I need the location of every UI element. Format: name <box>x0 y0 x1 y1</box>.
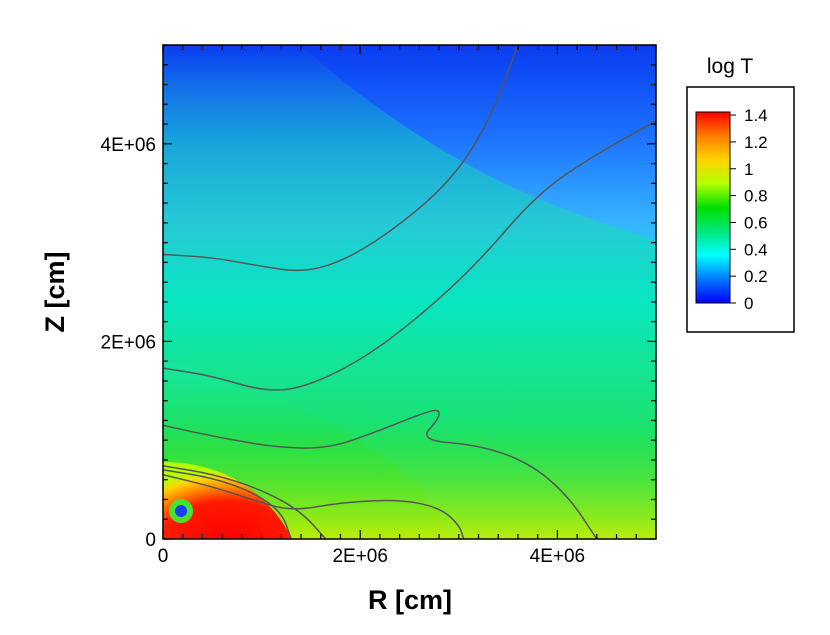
colorbar-ticks <box>730 114 736 304</box>
y-tick-label: 0 <box>145 530 156 551</box>
contour-line <box>163 409 598 539</box>
colorbar-label: 0.2 <box>744 267 768 286</box>
x-tick-label: 4E+06 <box>530 546 585 567</box>
plot-area <box>163 45 656 539</box>
colorbar-label: 1 <box>744 160 753 179</box>
contour-line <box>163 469 292 539</box>
y-tick-label: 4E+06 <box>101 135 156 156</box>
contour-line <box>163 120 656 391</box>
colorbar-label: 0.6 <box>744 213 768 232</box>
plot-frame <box>162 44 657 540</box>
colorbar-title: log T <box>707 55 753 78</box>
x-axis-title: R [cm] <box>368 585 452 615</box>
colorbar-label: 1.4 <box>744 106 768 125</box>
contour-lines <box>163 45 656 539</box>
warm-region <box>163 45 656 539</box>
y-axis-tick-labels: 0 2E+06 4E+06 <box>101 135 156 551</box>
colorbar-label: 0 <box>744 294 753 313</box>
axis-ticks <box>162 44 657 540</box>
colorbar-label: 0.4 <box>744 240 768 259</box>
contour-line <box>163 45 519 272</box>
colorbar-label: 0.8 <box>744 187 768 206</box>
colorbar-labels: 1.4 1.2 1 0.8 0.6 0.4 0.2 0 <box>744 106 768 313</box>
x-tick-label: 0 <box>158 546 169 567</box>
x-tick-label: 2E+06 <box>332 546 387 567</box>
y-tick-label: 2E+06 <box>101 332 156 353</box>
colorbar-legend: log T 1.4 1.2 1 0.8 0.6 0.4 0.2 0 <box>686 55 795 333</box>
hot-core-region <box>163 462 292 539</box>
contour-line <box>163 474 465 539</box>
x-axis-tick-labels: 0 2E+06 4E+06 <box>158 546 585 567</box>
colorbar-label: 1.2 <box>744 133 768 152</box>
colorbar-swatch <box>695 111 731 304</box>
y-axis-title: Z [cm] <box>40 252 70 333</box>
cold-spot-core <box>175 505 187 517</box>
contour-line <box>163 465 327 539</box>
